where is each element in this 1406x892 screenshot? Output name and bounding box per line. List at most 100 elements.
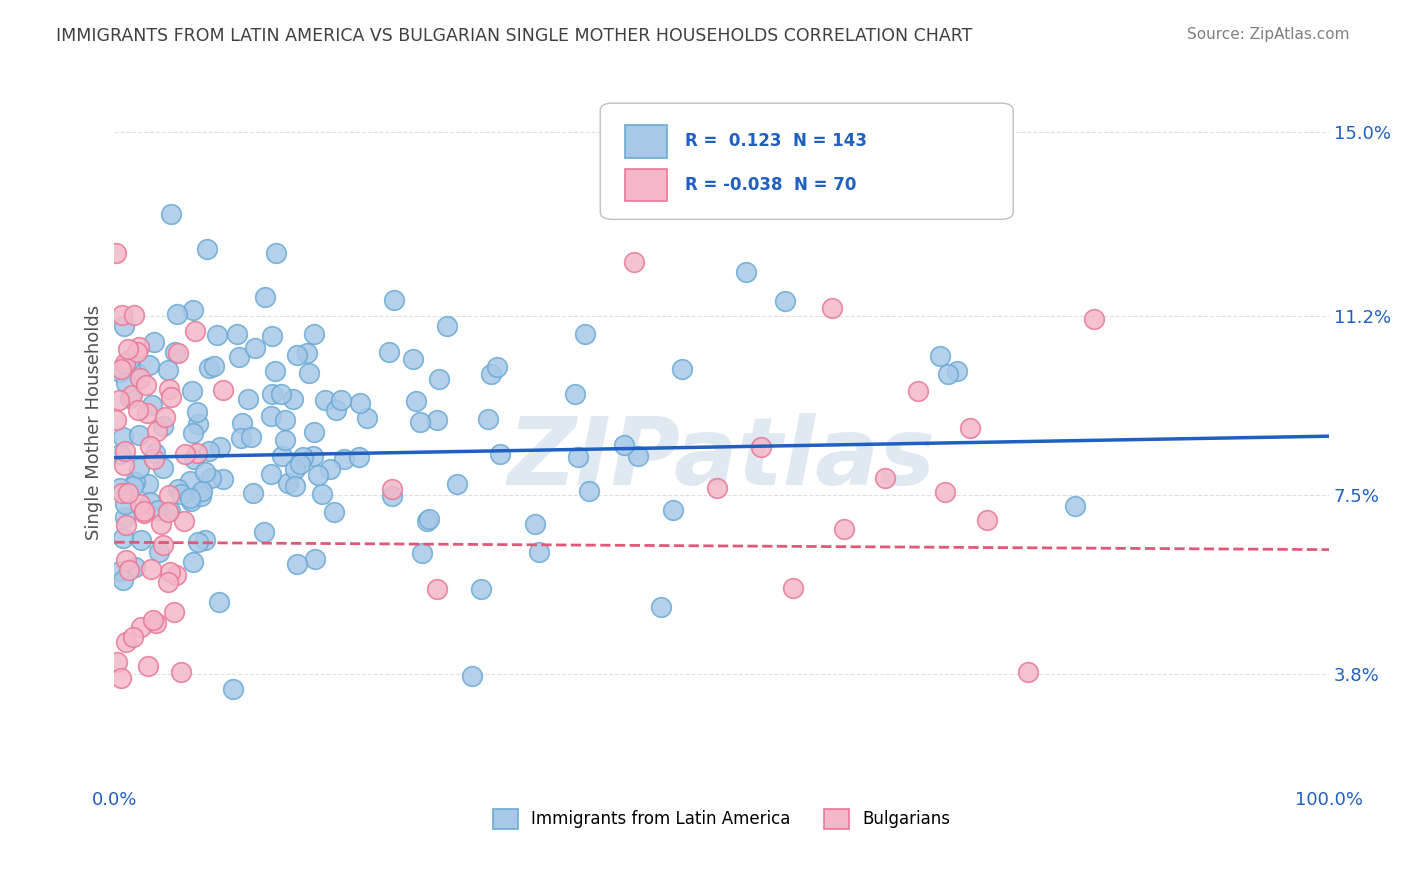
- Point: [180, 494, 202, 508]
- Point: [110, 671, 132, 685]
- Point: [325, 403, 347, 417]
- Point: [264, 246, 287, 260]
- Point: [170, 487, 193, 501]
- Point: [139, 495, 162, 509]
- Point: [157, 488, 180, 502]
- Point: [112, 319, 135, 334]
- Point: [202, 359, 225, 373]
- Point: [146, 424, 169, 438]
- Point: [110, 564, 132, 578]
- Point: [832, 522, 855, 536]
- Point: [110, 481, 132, 495]
- Point: [485, 359, 508, 374]
- Point: [110, 447, 132, 461]
- Point: [381, 482, 404, 496]
- Point: [285, 557, 308, 571]
- Bar: [624, 125, 666, 158]
- Y-axis label: Single Mother Households: Single Mother Households: [86, 305, 103, 541]
- Point: [170, 665, 193, 679]
- Point: [142, 451, 165, 466]
- Point: [183, 425, 205, 440]
- Point: [470, 582, 492, 596]
- Point: [153, 410, 176, 425]
- Point: [181, 555, 204, 569]
- Point: [193, 466, 215, 480]
- Point: [127, 403, 149, 417]
- Point: [141, 398, 163, 412]
- Point: [304, 551, 326, 566]
- Point: [749, 440, 772, 454]
- Point: [122, 308, 145, 322]
- Point: [274, 434, 297, 448]
- Point: [946, 364, 969, 378]
- Point: [226, 326, 249, 341]
- Point: [135, 406, 157, 420]
- Text: R = -0.038  N = 70: R = -0.038 N = 70: [685, 176, 856, 194]
- Point: [821, 301, 844, 315]
- Point: [205, 328, 228, 343]
- Point: [209, 440, 232, 454]
- Point: [159, 207, 181, 221]
- Point: [285, 348, 308, 362]
- Point: [239, 430, 262, 444]
- Point: [212, 384, 235, 398]
- Point: [650, 600, 672, 615]
- Point: [231, 431, 253, 445]
- Point: [623, 255, 645, 269]
- Point: [165, 568, 187, 582]
- Point: [426, 413, 449, 427]
- Point: [118, 563, 141, 577]
- Point: [181, 384, 204, 399]
- Point: [179, 474, 201, 488]
- Point: [524, 516, 547, 531]
- Point: [263, 364, 285, 378]
- Point: [190, 489, 212, 503]
- Point: [159, 391, 181, 405]
- Point: [1063, 499, 1085, 513]
- Point: [183, 452, 205, 467]
- Point: [260, 409, 283, 423]
- Point: [347, 450, 370, 465]
- Point: [333, 452, 356, 467]
- Point: [134, 506, 156, 520]
- Point: [277, 476, 299, 491]
- Point: [112, 458, 135, 472]
- Point: [489, 447, 512, 461]
- Point: [129, 533, 152, 547]
- Point: [114, 376, 136, 391]
- Point: [382, 293, 405, 308]
- Point: [734, 265, 756, 279]
- Point: [302, 425, 325, 440]
- Point: [145, 615, 167, 630]
- Point: [143, 446, 166, 460]
- Point: [290, 457, 312, 471]
- Point: [125, 345, 148, 359]
- Point: [221, 681, 243, 696]
- Point: [411, 545, 433, 559]
- Point: [959, 421, 981, 435]
- Point: [662, 503, 685, 517]
- Point: [152, 418, 174, 433]
- Point: [110, 362, 132, 376]
- Point: [112, 429, 135, 443]
- Point: [260, 387, 283, 401]
- Point: [117, 342, 139, 356]
- Point: [184, 324, 207, 338]
- Point: [142, 334, 165, 349]
- Point: [146, 503, 169, 517]
- Point: [110, 365, 132, 379]
- Point: [139, 439, 162, 453]
- Point: [157, 574, 180, 589]
- Point: [157, 363, 180, 377]
- Point: [349, 396, 371, 410]
- Point: [152, 460, 174, 475]
- Point: [418, 512, 440, 526]
- Point: [186, 446, 208, 460]
- Point: [934, 485, 956, 500]
- Point: [118, 352, 141, 367]
- Point: [142, 613, 165, 627]
- Point: [1083, 311, 1105, 326]
- Point: [260, 329, 283, 343]
- FancyBboxPatch shape: [600, 103, 1014, 219]
- Point: [1017, 665, 1039, 679]
